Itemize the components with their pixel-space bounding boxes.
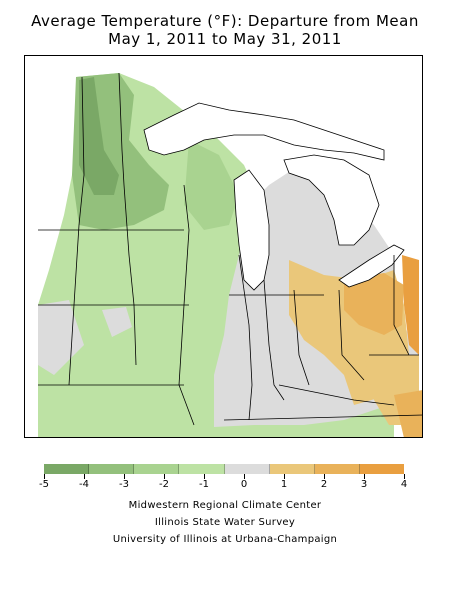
legend-tick [204, 474, 205, 479]
lake-superior [143, 102, 385, 161]
credit-line-2: Illinois State Water Survey [154, 517, 296, 528]
legend-swatch [179, 464, 225, 474]
legend-swatch [359, 464, 404, 474]
legend-tick-label: -5 [39, 479, 49, 490]
state-boundaries [38, 72, 423, 426]
legend-tick [284, 474, 285, 479]
legend-tick-label: 4 [400, 479, 408, 490]
legend-tick-label: 3 [360, 479, 368, 490]
legend-swatch [134, 464, 180, 474]
legend-tick [124, 474, 125, 479]
legend-tick-label: -1 [199, 479, 209, 490]
map-frame [24, 55, 423, 438]
legend-tick [164, 474, 165, 479]
region-gray-central [102, 307, 132, 337]
region-minus4-northwest [79, 77, 119, 195]
credit-line-1: Midwestern Regional Climate Center [128, 500, 322, 511]
color-scale-legend [44, 464, 404, 474]
legend-tick [364, 474, 365, 479]
legend-tick-label: 2 [320, 479, 328, 490]
map-title: Average Temperature (°F): Departure from… [31, 12, 419, 30]
temperature-departure-map [24, 55, 423, 438]
region-minus3-wisconsin [184, 140, 239, 230]
region-plus2-ohio [344, 273, 404, 335]
lake-erie [338, 244, 405, 288]
legend-swatch [89, 464, 135, 474]
legend-tick [44, 474, 45, 479]
credit-line-3: University of Illinois at Urbana-Champai… [112, 534, 338, 545]
legend-swatch [44, 464, 90, 474]
legend-swatch [269, 464, 315, 474]
map-date-range: May 1, 2011 to May 31, 2011 [108, 30, 342, 48]
legend-tick-label: 1 [280, 479, 288, 490]
legend-swatch [314, 464, 360, 474]
region-gray-southwest [38, 300, 84, 375]
region-plus3-east [402, 255, 419, 355]
legend-tick [244, 474, 245, 479]
legend-tick [324, 474, 325, 479]
region-plus2-south [394, 390, 423, 438]
lake-huron [283, 154, 380, 246]
legend-tick-label: -3 [119, 479, 129, 490]
legend-tick [404, 474, 405, 479]
legend-tick [84, 474, 85, 479]
legend-tick-label: -4 [79, 479, 89, 490]
legend-tick-label: -2 [159, 479, 169, 490]
legend-tick-label: 0 [240, 479, 248, 490]
legend-swatch [224, 464, 270, 474]
